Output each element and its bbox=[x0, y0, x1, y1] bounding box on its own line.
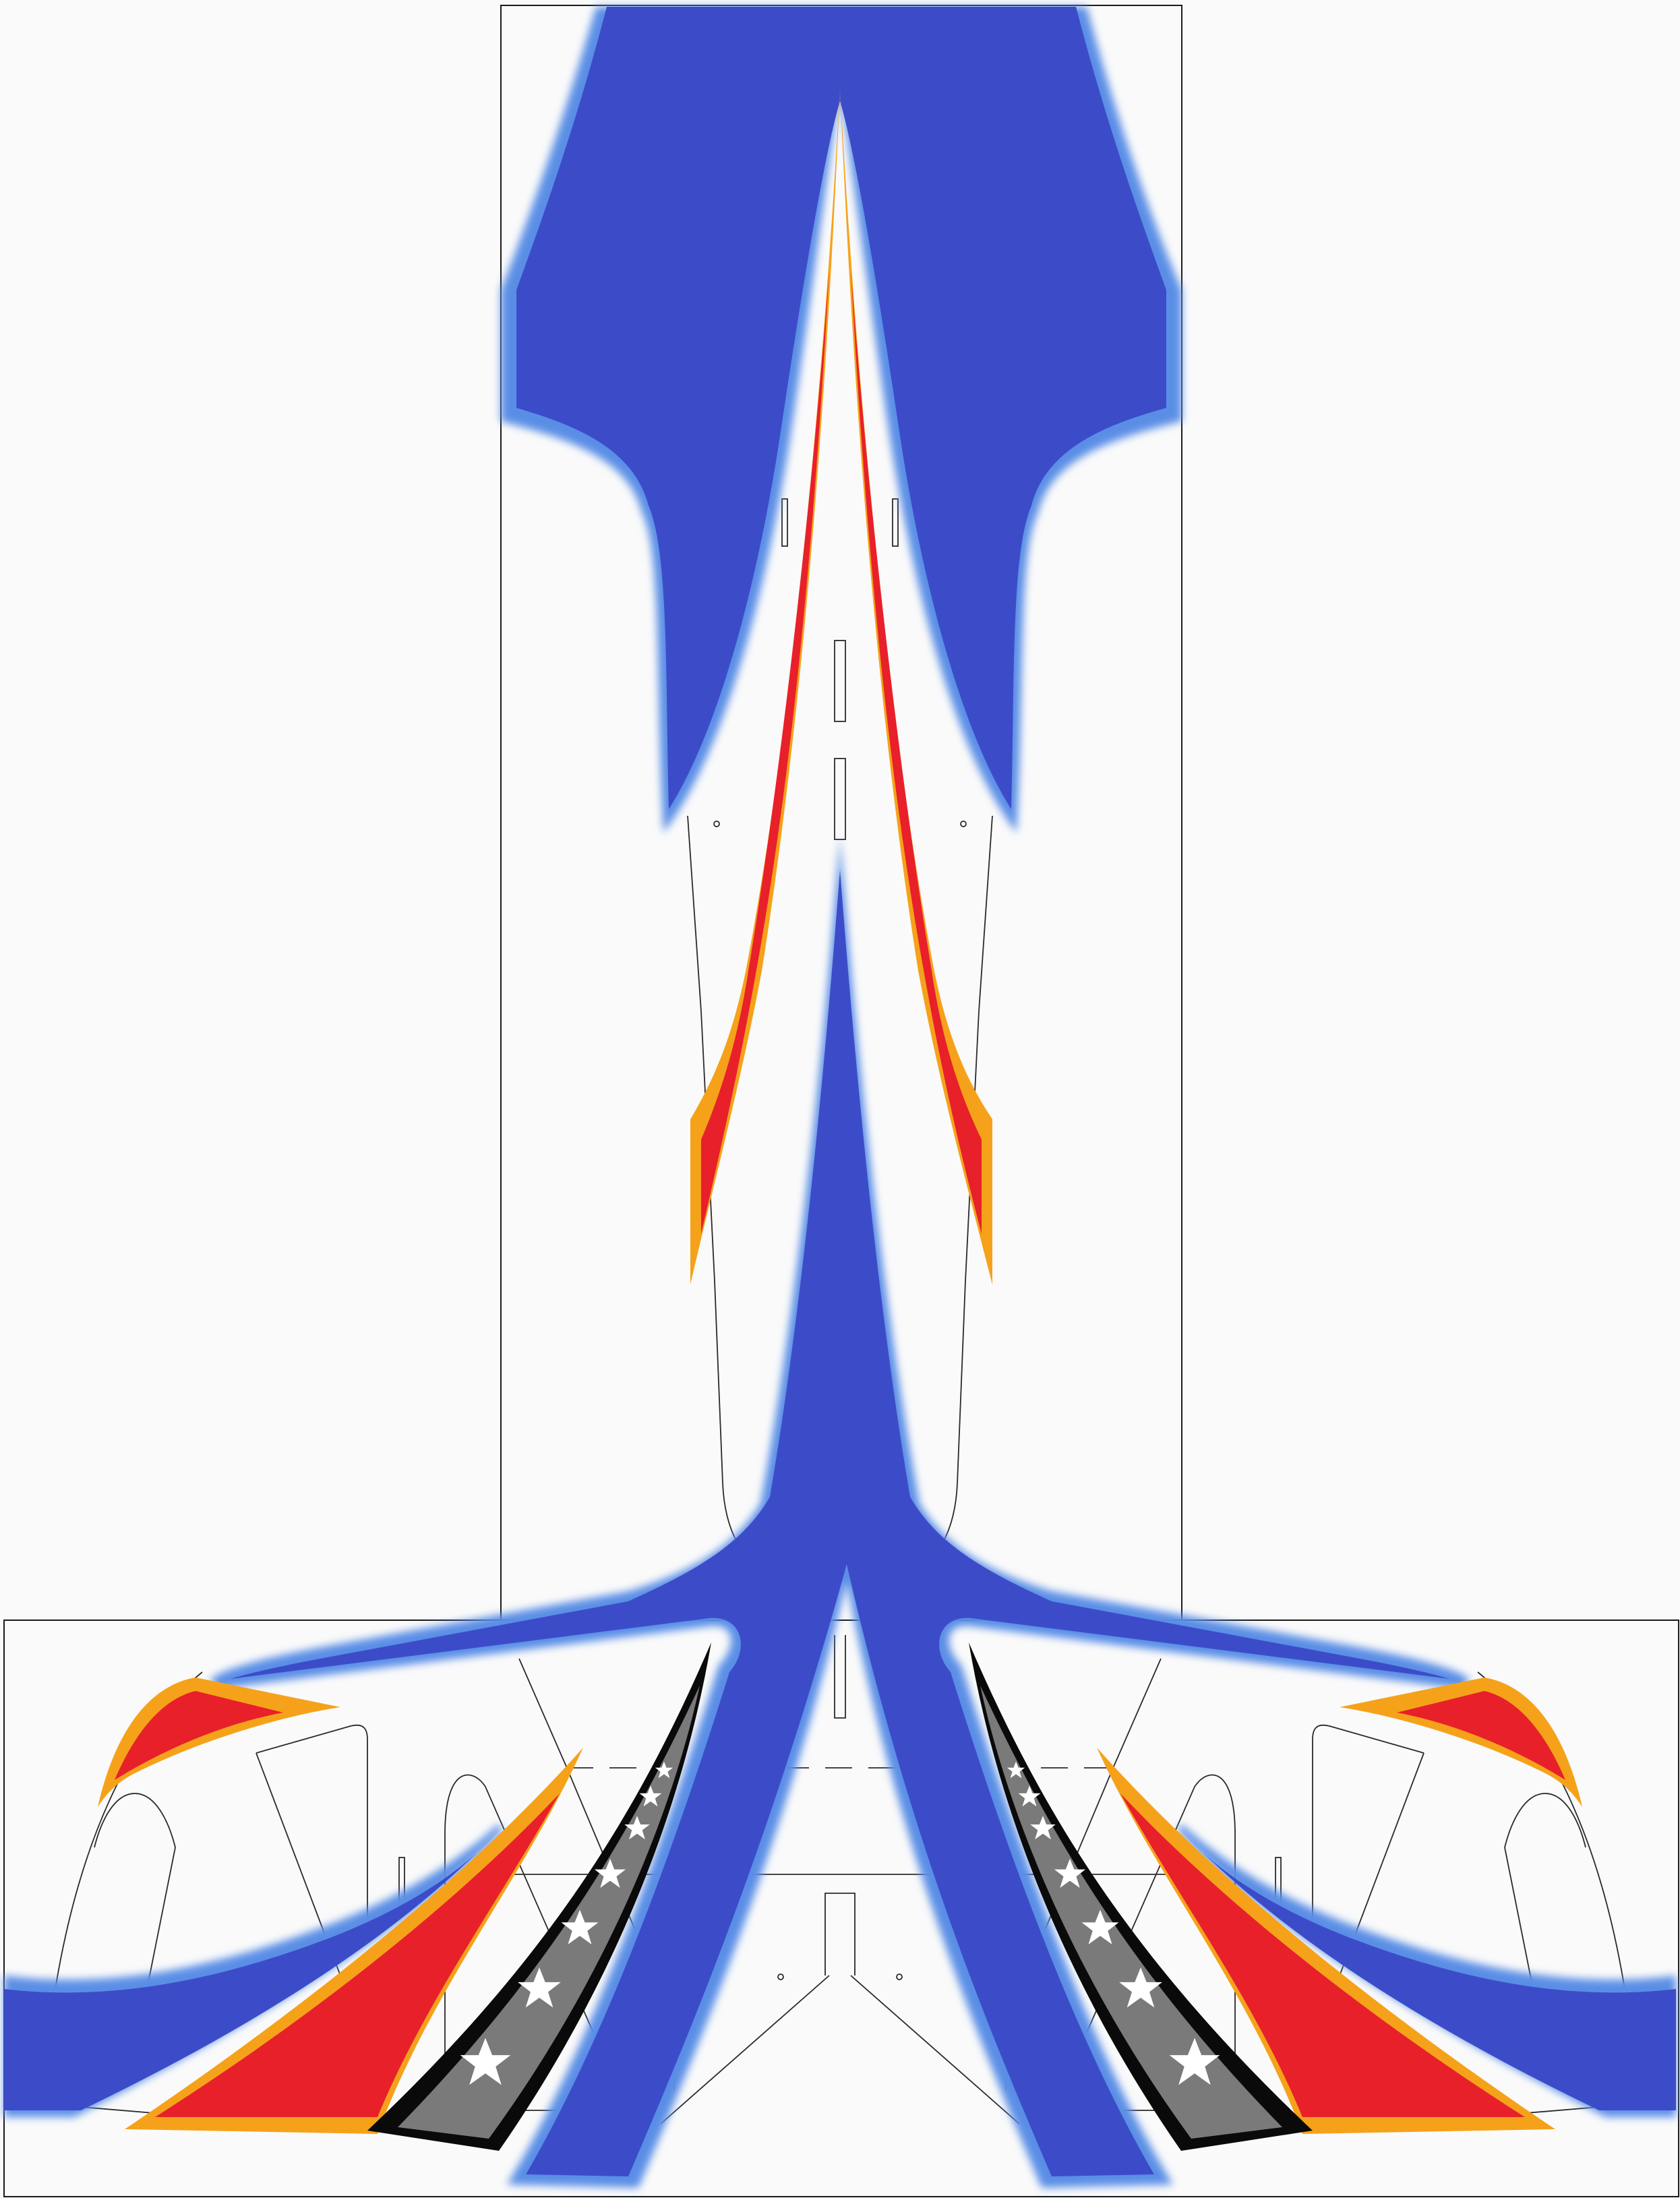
fuselage-hole-right bbox=[960, 821, 967, 827]
cockpit-mark-left bbox=[781, 498, 788, 547]
flame-tip-left bbox=[98, 1677, 340, 1807]
blue-swoosh-nose bbox=[501, 7, 1182, 833]
flame-tip-left-core bbox=[115, 1691, 283, 1780]
flame-group bbox=[98, 88, 1582, 2134]
blue-swoosh-center bbox=[210, 836, 1470, 2188]
flame-tip-right bbox=[1340, 1677, 1582, 1807]
fuselage-hole-left bbox=[713, 821, 720, 827]
wing-hole-right bbox=[896, 1973, 903, 1980]
flame-wing-left-core bbox=[155, 1793, 560, 2117]
wing-hole-left bbox=[777, 1973, 784, 1980]
star-stripe-right bbox=[969, 1642, 1313, 2151]
blue-swoosh-wing-left bbox=[4, 1824, 502, 2117]
aileron-servo-box bbox=[824, 1893, 856, 1976]
flame-tip-right-core bbox=[1397, 1691, 1565, 1780]
blue-swoosh-group bbox=[4, 7, 1676, 2188]
star-stripe-left bbox=[367, 1642, 711, 2151]
cockpit-mark-right bbox=[892, 498, 899, 547]
flame-fuselage-right-core bbox=[851, 270, 982, 1234]
canopy-slot-1 bbox=[834, 640, 846, 722]
flame-wing-right-core bbox=[1120, 1793, 1525, 2117]
flame-fuselage-left-core bbox=[701, 270, 829, 1234]
blue-swoosh-wing-right bbox=[1178, 1824, 1676, 2117]
wing-panel bbox=[3, 1620, 1679, 2197]
canopy-slot-2 bbox=[834, 758, 846, 840]
wing-trailing-edge bbox=[40, 1975, 1640, 2125]
fuselage-rear-slot bbox=[834, 1635, 846, 1719]
